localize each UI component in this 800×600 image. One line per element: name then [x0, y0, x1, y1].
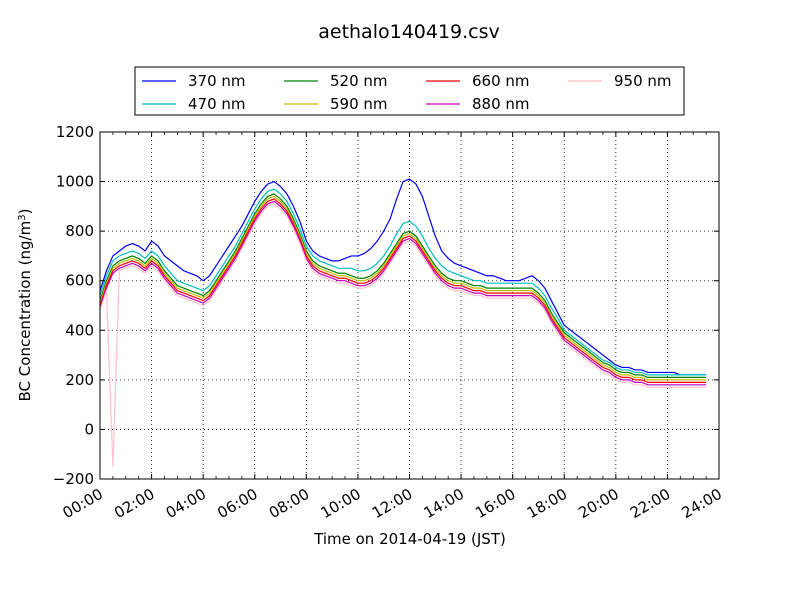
legend-label: 660 nm — [472, 72, 530, 90]
x-tick-label: 20:00 — [575, 485, 621, 522]
x-axis-label: Time on 2014-04-19 (JST) — [313, 530, 506, 548]
x-tick-label: 04:00 — [163, 485, 209, 522]
series-line-470-nm — [99, 188, 707, 376]
legend-label: 880 nm — [472, 95, 530, 113]
x-tick-label: 22:00 — [627, 485, 673, 522]
series-line-590-nm — [99, 195, 707, 381]
y-axis-label-text: BC Concentration (ng/m — [16, 221, 34, 402]
y-tick-label: 600 — [65, 272, 94, 290]
y-tick-labels: −200 0 200 400 600 800 1000 1200 — [53, 123, 94, 488]
y-tick-label: 400 — [65, 321, 94, 339]
series-line-880-nm — [99, 200, 707, 386]
y-axis-label-close: ) — [16, 209, 34, 215]
y-tick-label: −200 — [53, 470, 94, 488]
y-tick-label: 800 — [65, 222, 94, 240]
x-tick-label: 16:00 — [472, 485, 518, 522]
chart-title: aethalo140419.csv — [318, 21, 500, 43]
series-line-950-nm — [99, 203, 707, 468]
series-line-370-nm — [99, 178, 707, 376]
x-tick-label: 14:00 — [421, 485, 467, 522]
x-tick-labels: 00:00 02:00 04:00 06:00 08:00 10:00 12:00 14:00… — [60, 485, 725, 522]
legend-label: 590 nm — [330, 95, 388, 113]
y-tick-label: 1200 — [56, 123, 94, 141]
series-layer — [99, 178, 707, 468]
x-tick-label: 00:00 — [60, 485, 106, 522]
y-axis-label: BC Concentration (ng/m3) — [16, 209, 34, 402]
x-tick-label: 10:00 — [317, 485, 363, 522]
y-tick-label: 200 — [65, 371, 94, 389]
legend-label: 370 nm — [188, 72, 246, 90]
x-tick-label: 08:00 — [266, 485, 312, 522]
series-line-520-nm — [99, 193, 707, 378]
series-line-660-nm — [99, 198, 707, 383]
legend-label: 520 nm — [330, 72, 388, 90]
x-tick-label: 06:00 — [214, 485, 260, 522]
x-tick-label: 12:00 — [369, 485, 415, 522]
x-tick-label: 02:00 — [111, 485, 157, 522]
y-axis-label-superscript: 3 — [17, 214, 28, 220]
legend-box — [134, 66, 685, 116]
y-tick-label: 0 — [84, 420, 94, 438]
x-tick-label: 18:00 — [524, 485, 570, 522]
legend-label: 950 nm — [614, 72, 672, 90]
ticks — [99, 131, 720, 480]
y-tick-label: 1000 — [56, 173, 94, 191]
legend-label: 470 nm — [188, 95, 246, 113]
x-tick-label: 24:00 — [679, 485, 725, 522]
legend: 370 nm 470 nm 520 nm 590 nm 660 nm 880 nm 950 … — [134, 66, 685, 116]
